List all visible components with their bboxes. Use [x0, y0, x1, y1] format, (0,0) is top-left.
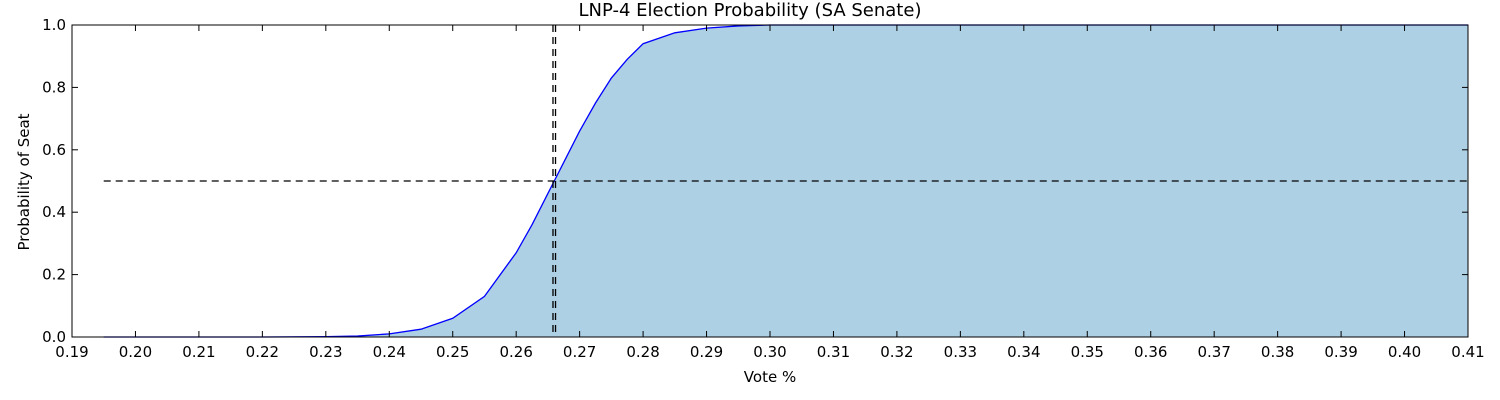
x-tick-label: 0.40	[1388, 343, 1421, 361]
x-tick-label: 0.41	[1451, 343, 1484, 361]
x-tick-label: 0.37	[1197, 343, 1230, 361]
axes: 0.19 0.20 0.21 0.22 0.23 0.24 0.25 0.26 0.27 0.28…	[42, 16, 1485, 361]
x-tick-label: 0.28	[626, 343, 659, 361]
x-tick-label: 0.38	[1261, 343, 1294, 361]
x-tick-label: 0.22	[246, 343, 279, 361]
y-tick-label: 1.0	[42, 16, 66, 34]
x-tick-label: 0.24	[373, 343, 406, 361]
x-tick-label: 0.31	[817, 343, 850, 361]
y-tick-label: 0.6	[42, 141, 66, 159]
x-tick-label: 0.35	[1071, 343, 1104, 361]
x-tick-label: 0.34	[1007, 343, 1040, 361]
x-tick-label: 0.19	[55, 343, 88, 361]
x-tick-label: 0.23	[309, 343, 342, 361]
y-tick-label: 0.2	[42, 266, 66, 284]
plot-area	[103, 24, 1468, 338]
x-tick-label: 0.36	[1134, 343, 1167, 361]
x-axis-label: Vote %	[744, 368, 796, 386]
chart-title: LNP-4 Election Probability (SA Senate)	[579, 0, 922, 21]
x-tick-label: 0.39	[1324, 343, 1357, 361]
x-tick-label: 0.27	[563, 343, 596, 361]
x-tick-label: 0.21	[182, 343, 215, 361]
y-tick-label: 0.8	[42, 78, 66, 96]
x-tick-label: 0.26	[499, 343, 532, 361]
x-tick-label: 0.25	[436, 343, 469, 361]
x-tick-label: 0.29	[690, 343, 723, 361]
x-tick-label: 0.20	[119, 343, 152, 361]
y-tick-label: 0.0	[42, 328, 66, 346]
x-tick-label: 0.32	[880, 343, 913, 361]
x-tick-label: 0.30	[753, 343, 786, 361]
y-tick-label: 0.4	[42, 203, 66, 221]
x-tick-label: 0.33	[944, 343, 977, 361]
y-axis-label: Probability of Seat	[15, 113, 33, 250]
area-fill-0	[103, 25, 1468, 337]
